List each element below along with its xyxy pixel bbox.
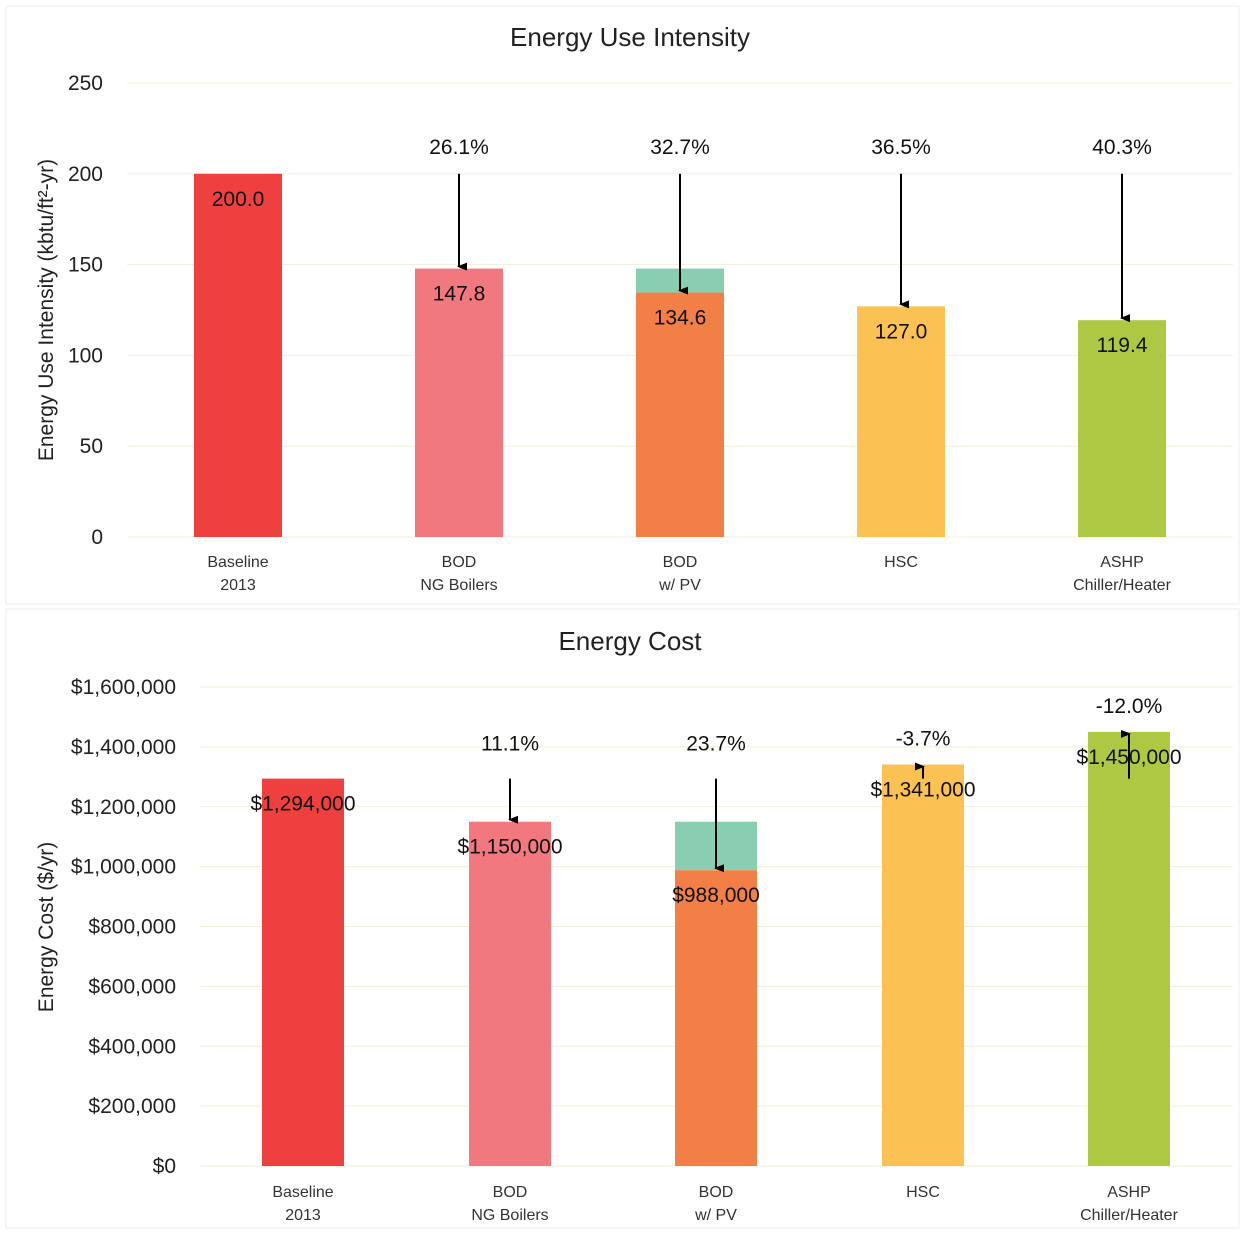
eui-y-tick-label: 150 bbox=[68, 254, 103, 277]
cost-bar bbox=[262, 778, 344, 1166]
eui-category-label: ASHP bbox=[1100, 554, 1144, 571]
cost-y-tick-label: $200,000 bbox=[88, 1095, 176, 1118]
eui-change-label: 36.5% bbox=[871, 136, 931, 159]
eui-bar bbox=[1078, 320, 1166, 537]
eui-bar bbox=[636, 292, 724, 537]
eui-category-label: Chiller/Heater bbox=[1073, 577, 1171, 594]
cost-y-tick-label: $1,400,000 bbox=[71, 736, 176, 759]
cost-y-tick-label: $400,000 bbox=[88, 1035, 176, 1058]
cost-y-tick-label: $600,000 bbox=[88, 975, 176, 998]
eui-y-tick-label: 0 bbox=[91, 526, 103, 549]
cost-bar-value-label: $1,150,000 bbox=[457, 836, 562, 859]
eui-bar-value-label: 134.6 bbox=[654, 307, 707, 330]
eui-chart-title: Energy Use Intensity bbox=[510, 22, 750, 52]
cost-y-axis-label: Energy Cost ($/yr) bbox=[35, 842, 58, 1012]
eui-y-tick-label: 250 bbox=[68, 72, 103, 95]
eui-chart-panel bbox=[5, 5, 1240, 605]
cost-category-label: NG Boilers bbox=[471, 1207, 548, 1224]
eui-bar-value-label: 147.8 bbox=[433, 283, 486, 306]
eui-y-tick-label: 50 bbox=[80, 435, 103, 458]
cost-change-label: -12.0% bbox=[1096, 695, 1163, 718]
eui-change-label: 32.7% bbox=[650, 136, 710, 159]
cost-bar-value-label: $988,000 bbox=[672, 884, 760, 907]
eui-category-label: BOD bbox=[442, 554, 477, 571]
eui-bar-value-label: 119.4 bbox=[1097, 334, 1148, 357]
cost-bar-value-label: $1,341,000 bbox=[870, 779, 975, 802]
cost-change-label: -3.7% bbox=[896, 728, 951, 751]
cost-category-label: Baseline bbox=[272, 1184, 333, 1201]
eui-bar bbox=[857, 306, 945, 537]
cost-y-tick-label: $800,000 bbox=[88, 916, 176, 939]
cost-bar bbox=[469, 821, 551, 1166]
eui-bar-value-label: 127.0 bbox=[875, 320, 928, 343]
cost-category-label: BOD bbox=[699, 1184, 734, 1201]
cost-category-label: Chiller/Heater bbox=[1080, 1207, 1178, 1224]
cost-bar bbox=[882, 764, 964, 1166]
eui-y-axis-label: Energy Use Intensity (kbtu/ft²-yr) bbox=[35, 159, 58, 461]
eui-category-label: HSC bbox=[884, 554, 918, 571]
eui-change-label: 26.1% bbox=[429, 136, 489, 159]
cost-y-tick-label: $1,000,000 bbox=[71, 856, 176, 879]
cost-category-label: ASHP bbox=[1107, 1184, 1151, 1201]
cost-change-label: 23.7% bbox=[686, 733, 746, 756]
eui-category-label: w/ PV bbox=[658, 577, 701, 594]
cost-chart-panel bbox=[5, 608, 1240, 1229]
cost-category-label: 2013 bbox=[285, 1207, 321, 1224]
eui-category-label: BOD bbox=[663, 554, 698, 571]
cost-category-label: w/ PV bbox=[694, 1207, 737, 1224]
eui-category-label: NG Boilers bbox=[420, 577, 497, 594]
eui-bar bbox=[194, 173, 282, 538]
cost-category-label: HSC bbox=[906, 1184, 940, 1201]
eui-y-tick-label: 100 bbox=[68, 344, 103, 367]
cost-y-tick-label: $1,600,000 bbox=[71, 676, 176, 699]
cost-change-label: 11.1% bbox=[481, 733, 539, 756]
eui-bar bbox=[415, 268, 503, 537]
eui-bar-value-label: 200.0 bbox=[212, 188, 265, 211]
cost-y-tick-label: $1,200,000 bbox=[71, 796, 176, 819]
cost-bar bbox=[1088, 731, 1170, 1166]
eui-category-label: 2013 bbox=[220, 577, 256, 594]
eui-change-label: 40.3% bbox=[1092, 136, 1152, 159]
cost-category-label: BOD bbox=[493, 1184, 528, 1201]
cost-bar-value-label: $1,294,000 bbox=[250, 793, 355, 816]
eui-category-label: Baseline bbox=[207, 554, 268, 571]
cost-bar bbox=[675, 870, 757, 1166]
cost-chart-title: Energy Cost bbox=[558, 626, 702, 656]
eui-y-tick-label: 200 bbox=[68, 163, 103, 186]
cost-y-tick-label: $0 bbox=[153, 1155, 176, 1178]
